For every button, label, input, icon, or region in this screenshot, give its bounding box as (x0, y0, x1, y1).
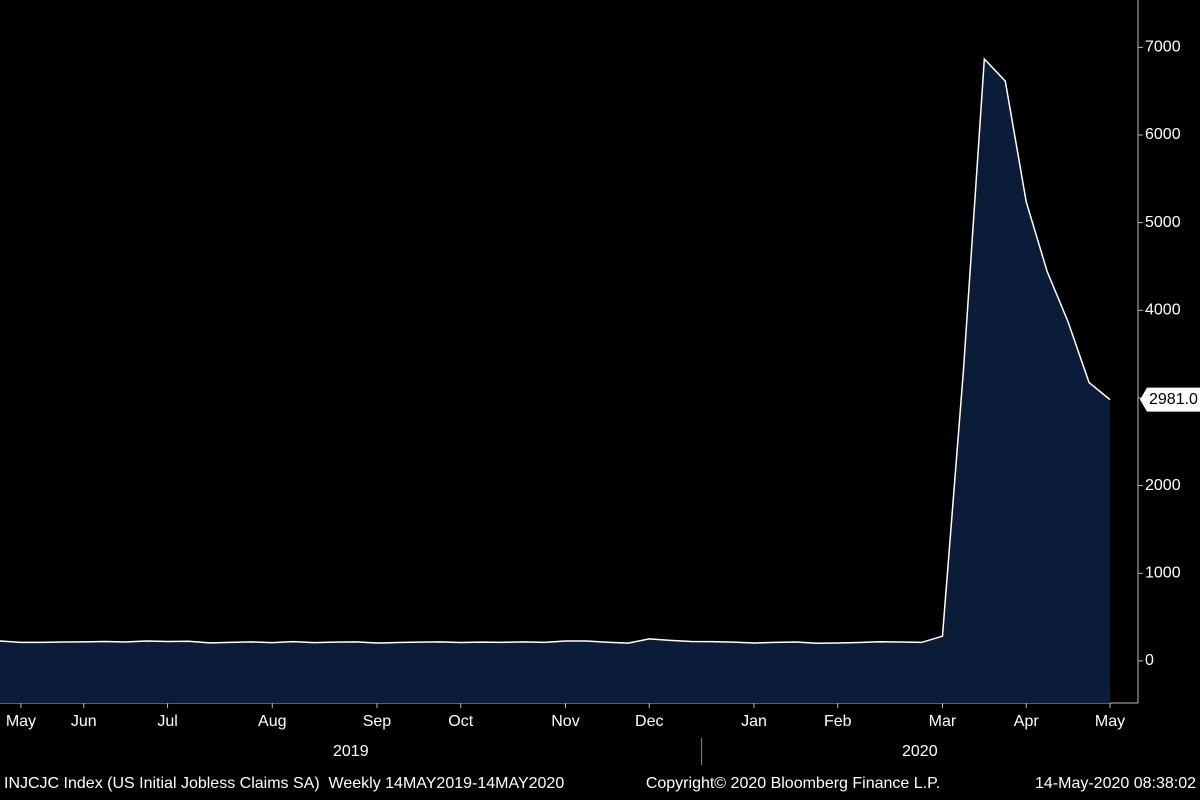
line (0, 57, 1111, 644)
x-tick-label: Dec (635, 713, 663, 730)
year-label: 2019 (333, 743, 369, 760)
footer-center: Copyright© 2020 Bloomberg Finance L.P. (646, 775, 940, 792)
x-tick-label: May (1095, 713, 1125, 730)
x-tick-label: Aug (258, 713, 286, 730)
x-tick-label: Nov (551, 713, 579, 730)
value-tag (1140, 387, 1200, 412)
y-tick-label: 1000 (1145, 564, 1181, 581)
x-tick-label: Sep (363, 713, 392, 730)
x-tick-label: Jan (741, 713, 767, 730)
value-label: 2981.0 (1149, 391, 1198, 408)
x-tick-label: Jun (71, 713, 97, 730)
y-tick-label: 6000 (1145, 126, 1181, 143)
y-tick-label: 7000 (1145, 39, 1181, 56)
area (0, 58, 1110, 704)
x-tick-label: Oct (448, 713, 473, 730)
y-tick-label: 0 (1145, 652, 1154, 669)
x-tick-label: Mar (929, 713, 957, 730)
footer-left: INJCJC Index (US Initial Jobless Claims … (4, 775, 564, 792)
year-label: 2020 (902, 743, 938, 760)
footer-right: 14-May-2020 08:38:02 (1035, 775, 1196, 792)
x-tick-label: Jul (157, 713, 177, 730)
y-tick-label: 2000 (1145, 477, 1181, 494)
y-tick-label: 5000 (1145, 214, 1181, 231)
x-tick-label: Apr (1014, 713, 1040, 730)
x-tick-label: Feb (824, 713, 852, 730)
x-tick-label: May (6, 713, 36, 730)
y-tick-label: 4000 (1145, 302, 1181, 319)
